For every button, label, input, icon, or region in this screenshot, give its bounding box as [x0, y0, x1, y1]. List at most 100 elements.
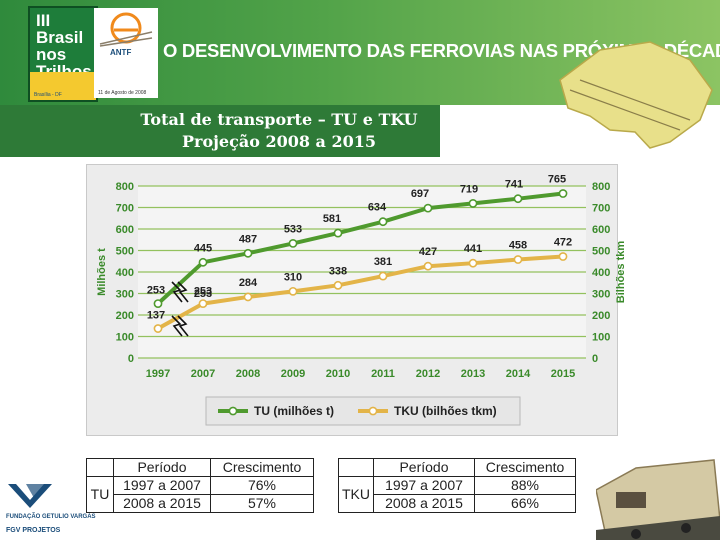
slide-title: Total de transporte – TU e TKU — [140, 110, 418, 129]
axis-break-icon — [177, 315, 189, 337]
y-tick-label-left: 600 — [116, 224, 134, 236]
data-point — [513, 194, 523, 204]
brasil-nos-trilhos-logo: III Brasil nos Trilhos Brasília - DF — [28, 6, 98, 102]
data-label: 441 — [464, 243, 482, 255]
data-point — [198, 299, 208, 309]
fgv-foundation-name: FUNDAÇÃO GETULIO VARGAS — [6, 514, 96, 520]
data-label: 533 — [284, 223, 302, 235]
x-tick-label: 2011 — [371, 368, 395, 380]
fgv-brand: FGV PROJETOS — [6, 527, 61, 534]
data-point — [468, 258, 478, 268]
data-point — [243, 292, 253, 302]
y-tick-label-left: 400 — [116, 267, 134, 279]
y-tick-label-left: 100 — [116, 332, 134, 344]
y-axis-title-right: Bilhões tkm — [615, 241, 627, 304]
table-tu-header-periodo: Período — [113, 458, 211, 477]
logo-band — [30, 72, 96, 100]
legend-marker — [228, 406, 238, 416]
data-point — [558, 252, 568, 261]
table-cell: 2008 a 2015 — [373, 494, 475, 513]
data-point — [153, 299, 163, 309]
data-label-extra: 253 — [194, 288, 212, 300]
data-label: 284 — [239, 277, 258, 289]
y-tick-label-right: 600 — [592, 224, 610, 236]
y-tick-label-right: 100 — [592, 332, 610, 344]
data-label: 581 — [323, 213, 341, 225]
data-label: 381 — [374, 256, 392, 268]
antf-name: ANTF — [110, 48, 132, 57]
table-cell: 66% — [474, 494, 576, 513]
data-point — [153, 324, 163, 333]
table-tu-header-crescimento: Crescimento — [210, 458, 314, 477]
logo-subtext: Brasília - DF — [34, 92, 62, 98]
data-label: 253 — [194, 286, 212, 298]
x-tick-label: 2014 — [506, 368, 531, 380]
table-tu: Período Crescimento TU 1997 a 2007 76% 2… — [86, 458, 314, 513]
fgv-logo-icon — [8, 484, 52, 508]
table-cell: 57% — [210, 494, 314, 513]
x-tick-label: 1997 — [146, 368, 170, 380]
data-label: 338 — [329, 265, 347, 277]
data-label: 253 — [147, 285, 165, 297]
table-cell: 76% — [210, 476, 314, 495]
x-tick-label: 2015 — [551, 368, 575, 380]
y-axis-title-left: Milhões t — [96, 248, 108, 296]
legend-marker — [368, 406, 378, 416]
y-tick-label-left: 800 — [116, 181, 134, 193]
series-line — [156, 191, 564, 306]
table-cell: 1997 a 2007 — [113, 476, 211, 495]
y-tick-label-left: 200 — [116, 310, 134, 322]
brazil-map-icon — [559, 41, 713, 149]
table-tu-row-label: TU — [86, 476, 114, 513]
data-point — [378, 271, 388, 281]
x-tick-label: 2008 — [236, 368, 260, 380]
y-tick-label-right: 800 — [592, 181, 610, 193]
data-label: 458 — [509, 240, 527, 252]
legend-label: TU (milhões t) — [254, 404, 334, 418]
table-cell: 88% — [474, 476, 576, 495]
data-point — [333, 228, 343, 238]
data-point — [198, 257, 208, 267]
y-tick-label-left: 0 — [128, 353, 134, 365]
axis-break-icon — [177, 281, 189, 303]
x-tick-label: 2013 — [461, 368, 485, 380]
train-locomotive-icon — [596, 459, 720, 540]
table-cell: 2008 a 2015 — [113, 494, 211, 513]
data-label: 310 — [284, 271, 302, 283]
antf-emblem-icon — [99, 12, 153, 47]
slide-title-bar — [0, 105, 440, 157]
y-tick-label-right: 500 — [592, 246, 610, 258]
data-point — [378, 217, 388, 227]
y-tick-label-right: 0 — [592, 353, 598, 365]
data-point — [423, 203, 433, 213]
event-date: 11 de Agosto de 2008 — [98, 90, 147, 96]
data-label: 427 — [419, 246, 437, 258]
table-tku: Período Crescimento TKU 1997 a 2007 88% … — [338, 458, 576, 513]
data-label: 719 — [460, 183, 478, 195]
slide-subtitle: Projeção 2008 a 2015 — [181, 132, 377, 151]
y-tick-label-right: 400 — [592, 267, 610, 279]
y-tick-label-left: 700 — [116, 203, 134, 215]
data-label: 137 — [147, 310, 165, 322]
y-tick-label-right: 700 — [592, 203, 610, 215]
x-tick-label: 2009 — [281, 368, 305, 380]
y-tick-label-left: 500 — [116, 246, 134, 258]
table-tku-header-periodo: Período — [373, 458, 475, 477]
table-tku-header-crescimento: Crescimento — [474, 458, 576, 477]
data-label: 487 — [239, 233, 257, 245]
series-line — [157, 254, 564, 331]
table-tku-corner — [338, 458, 374, 477]
data-label: 697 — [411, 188, 429, 200]
data-label: 472 — [554, 237, 572, 249]
x-tick-label: 2012 — [416, 368, 440, 380]
data-point — [288, 286, 298, 296]
data-point — [558, 189, 568, 198]
data-label: 765 — [548, 174, 566, 186]
legend-label: TKU (bilhões tkm) — [394, 404, 497, 418]
table-tku-row-label: TKU — [338, 476, 374, 513]
data-point — [468, 199, 478, 208]
y-tick-label-right: 200 — [592, 310, 610, 322]
y-tick-label-left: 300 — [116, 289, 134, 301]
y-tick-label-right: 300 — [592, 289, 610, 301]
